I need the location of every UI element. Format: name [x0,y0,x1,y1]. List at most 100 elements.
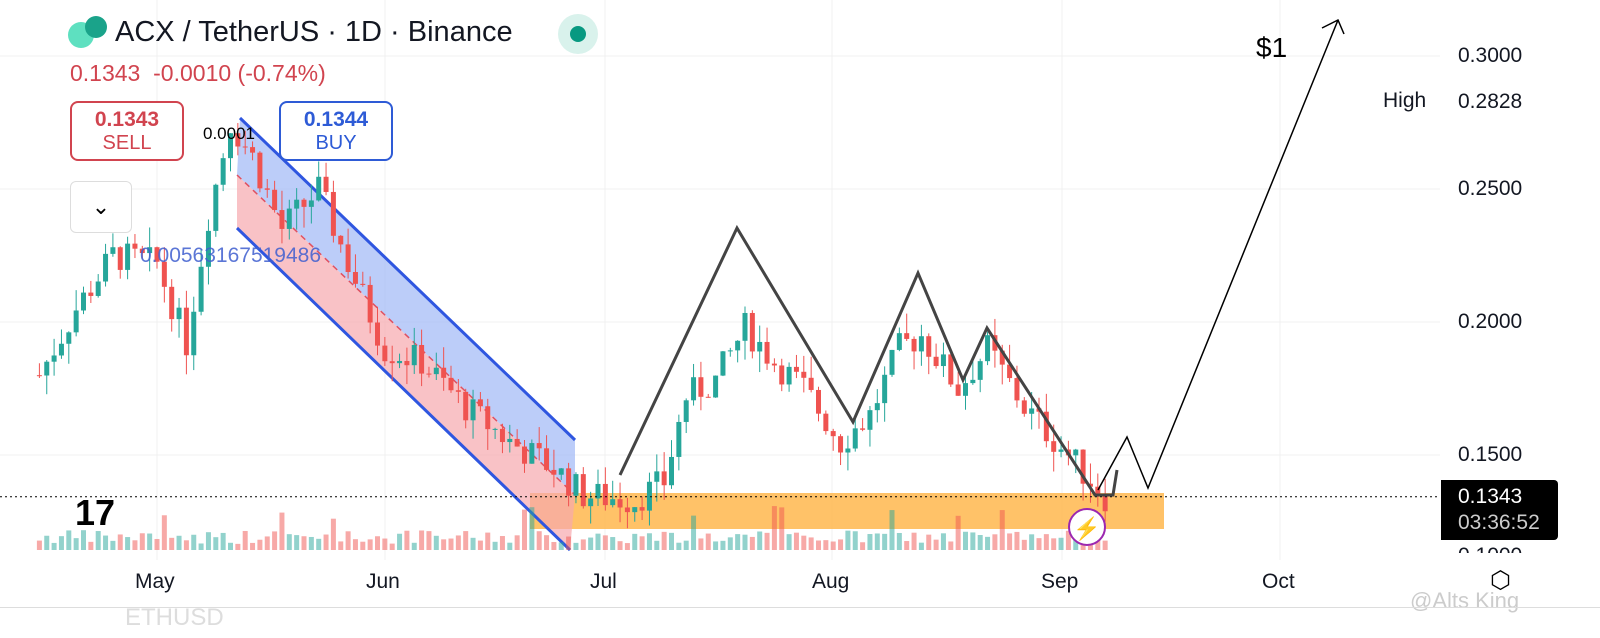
volume-bar [426,531,432,550]
volume-bar [147,533,153,550]
candle-body [669,456,674,486]
candle-body [257,152,263,189]
volume-bar [544,535,550,550]
candle-body [522,446,527,464]
x-tick: Aug [812,570,850,593]
candle-body [757,341,763,352]
candle-body [36,375,42,377]
volume-bar [1102,540,1108,550]
volume-bar [904,541,910,550]
volume-bar [896,532,902,550]
candle-body [544,448,550,470]
volume-bar [139,533,145,550]
candle-body [852,428,858,449]
volume-bar [448,538,454,550]
candle-body [316,176,322,201]
candle-body [860,428,866,430]
volume-bar [838,539,844,550]
volume-bar [103,535,109,550]
candle-body [646,481,652,511]
volume-bar [36,540,42,550]
volume-bar [58,536,64,550]
candle-body [602,483,608,506]
volume-bar [1029,534,1035,550]
volume-bar [514,535,520,550]
candle-body [375,322,380,346]
volume-bar [764,532,770,550]
candle-body [95,281,101,296]
candle-body [874,403,880,411]
candle-body [382,345,388,362]
candle-body [191,311,197,356]
volume-bar [595,533,601,550]
y-tick: 0.1000 [1458,544,1522,553]
candle-body [477,399,483,407]
volume-bar [970,532,976,550]
candle-body [749,312,755,352]
collapse-chevron-down-icon[interactable]: ⌄ [70,181,132,233]
volume-bar [955,515,961,550]
channel-upper-fill [237,118,575,495]
volume-bar [1043,534,1049,550]
volume-bar [220,532,226,550]
candle-body [801,371,807,378]
volume-bar [529,507,535,550]
candle-body [103,253,109,282]
volume-bar [51,542,57,550]
candle-body [933,356,939,367]
candle-body [132,243,138,249]
volume-bar [411,542,417,550]
symbol-title[interactable]: ACX / TetherUS · 1D · Binance [115,16,513,48]
candle-body [499,428,505,443]
candle-body [1102,495,1108,512]
candle-body [926,336,932,357]
market-status-icon[interactable] [558,14,598,54]
volume-bar [404,530,410,550]
y-tick: 0.2000 [1458,310,1523,333]
candle-body [904,333,910,339]
candle-body [639,507,645,511]
lightning-icon[interactable]: ⚡ [1068,508,1106,546]
candle-body [823,413,829,432]
candle-body [896,333,902,350]
candle-body [691,377,697,401]
x-tick: Sep [1041,570,1079,593]
buy-button[interactable]: 0.1344 BUY [279,101,393,161]
candle-body [1051,441,1057,452]
volume-bar [389,543,395,550]
sell-button[interactable]: 0.1343 SELL [70,101,184,161]
volume-bar [617,541,623,550]
candle-body [58,343,64,356]
volume-bar [558,542,564,550]
volume-bar [397,533,403,550]
volume-bar [632,533,638,550]
candle-body [764,341,770,364]
volume-bar [1014,531,1020,550]
volume-bar [661,531,667,550]
volume-bar [1051,538,1057,550]
volume-bar [205,532,211,550]
candle-body [580,474,586,507]
volume-bar [580,539,586,550]
candle-body [588,498,594,507]
candle-body [419,345,425,374]
candle-body [698,377,704,397]
candle-body [330,191,336,236]
volume-bar [522,509,527,550]
price-change: 0.1343 -0.0010 (-0.74%) [70,60,326,86]
x-tick: Jun [366,570,400,593]
candle-body [1021,400,1027,414]
volume-bar [610,537,616,550]
volume-bar [470,537,476,550]
candle-body [661,471,667,486]
settings-hexagon-icon[interactable]: ⬡ [1490,567,1511,594]
volume-bar [742,534,748,550]
candle-body [786,366,792,385]
volume-bar [301,536,307,550]
volume-bar [492,541,498,550]
high-label: High [1383,89,1427,112]
tradingview-logo-icon: 17 [75,492,116,533]
candle-body [433,367,439,375]
arrowhead-icon [1321,18,1345,35]
